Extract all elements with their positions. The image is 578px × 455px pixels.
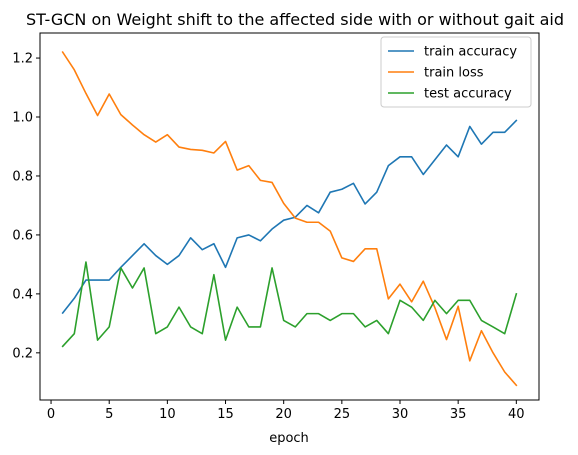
x-tick-label: 35 <box>450 407 467 422</box>
x-tick-label: 15 <box>217 407 234 422</box>
y-tick-label: 0.4 <box>12 287 33 302</box>
x-tick-label: 40 <box>508 407 525 422</box>
x-tick-label: 5 <box>105 407 113 422</box>
y-tick-label: 1.2 <box>12 52 33 67</box>
plot-area <box>39 32 540 401</box>
legend-entry: test accuracy <box>424 87 512 102</box>
x-axis-label: epoch <box>269 431 309 446</box>
legend-box <box>380 36 532 108</box>
x-axis-ticks: 0 5 10 15 20 25 30 35 40 <box>47 400 525 422</box>
series-layer <box>61 51 518 387</box>
x-tick-label: 10 <box>159 407 176 422</box>
series-line-train-loss <box>61 51 518 387</box>
x-tick-label: 30 <box>392 407 409 422</box>
y-axis-ticks: 0.2 0.4 0.6 0.8 1.0 1.2 <box>12 52 40 361</box>
plot-frame <box>39 32 540 401</box>
legend-entry: train accuracy <box>424 45 517 60</box>
series-line-test-accuracy <box>61 261 518 348</box>
legend-entry: train loss <box>424 66 484 81</box>
chart-title: ST-GCN on Weight shift to the affected s… <box>26 10 564 29</box>
y-tick-label: 0.6 <box>12 228 33 243</box>
series-line-train-accuracy <box>61 119 518 315</box>
x-tick-label: 25 <box>334 407 351 422</box>
x-tick-label: 0 <box>47 407 55 422</box>
y-tick-label: 0.2 <box>12 346 33 361</box>
y-tick-label: 1.0 <box>12 111 33 126</box>
legend: train accuracy train loss test accuracy <box>380 36 532 108</box>
x-tick-label: 20 <box>275 407 292 422</box>
y-tick-label: 0.8 <box>12 169 33 184</box>
